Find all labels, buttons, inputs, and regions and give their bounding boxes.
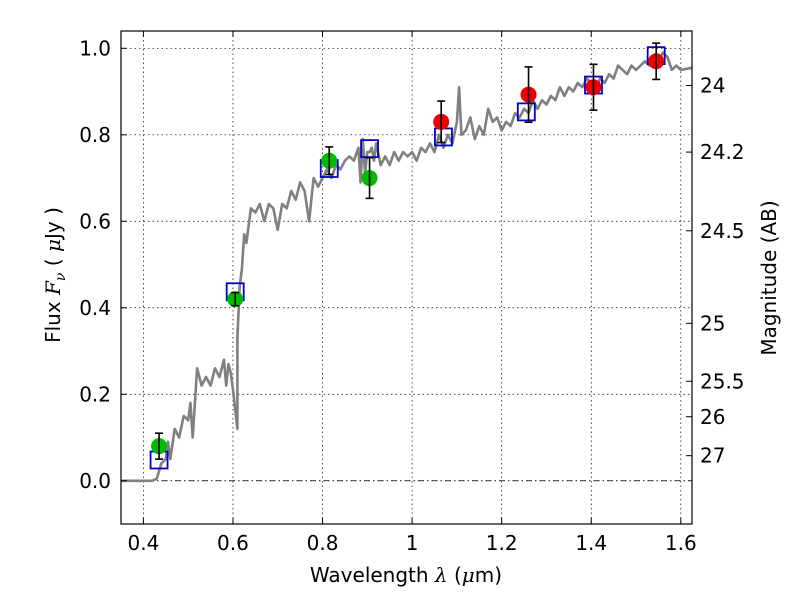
x-tick-label: 1.2 bbox=[486, 531, 518, 555]
y-tick-label: 0.0 bbox=[79, 469, 111, 493]
y-axis: 0.0 0.2 0.4 0.6 0.8 1.0 bbox=[79, 36, 127, 493]
y-tick-label: 0.6 bbox=[79, 209, 111, 233]
y-axis-label: Flux Fν ( μJy ) bbox=[41, 207, 69, 343]
y-tick-label: 0.8 bbox=[79, 123, 111, 147]
y2-axis: 24 24.2 24.5 25 25.5 26 27 bbox=[686, 73, 745, 468]
x-tick-label: 1.6 bbox=[665, 531, 697, 555]
spectrum-line bbox=[121, 51, 693, 483]
y2-tick-label: 25.5 bbox=[700, 369, 745, 393]
x-axis: 0.4 0.6 0.8 1 1.2 1.4 1.6 bbox=[127, 31, 697, 555]
y2-tick-label: 27 bbox=[700, 444, 725, 468]
band-flux-square bbox=[516, 102, 536, 122]
x-tick-label: 0.4 bbox=[127, 531, 159, 555]
x-tick-label: 0.8 bbox=[307, 531, 339, 555]
y2-tick-label: 25 bbox=[700, 311, 725, 335]
y2-axis-label: Magnitude (AB) bbox=[757, 200, 781, 355]
y-tick-label: 0.2 bbox=[79, 382, 111, 406]
grid bbox=[121, 31, 692, 524]
y2-tick-label: 24 bbox=[700, 73, 725, 97]
plot-frame bbox=[120, 30, 693, 525]
y-tick-label: 0.4 bbox=[79, 296, 111, 320]
x-tick-label: 1 bbox=[406, 531, 419, 555]
plot-area bbox=[121, 42, 693, 483]
y2-tick-label: 24.2 bbox=[700, 140, 745, 164]
y-tick-label: 1.0 bbox=[79, 36, 111, 60]
x-tick-label: 0.6 bbox=[217, 531, 249, 555]
x-tick-label: 1.4 bbox=[575, 531, 607, 555]
y2-tick-label: 26 bbox=[700, 405, 725, 429]
y2-tick-label: 24.5 bbox=[700, 219, 745, 243]
x-axis-label: Wavelength λ (μm) bbox=[310, 563, 502, 587]
